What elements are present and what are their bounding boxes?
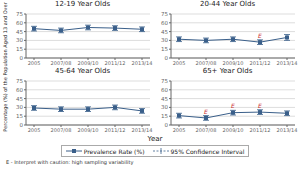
svg-text:2005: 2005 — [28, 60, 41, 66]
svg-text:2009/10: 2009/10 — [78, 127, 99, 133]
svg-text:75: 75 — [16, 78, 23, 84]
html-text:20-44 Year Olds: 20-44 Year Olds — [199, 0, 256, 8]
svg-text:2007/08: 2007/08 — [51, 127, 72, 133]
svg-text:2007/08: 2007/08 — [51, 60, 72, 66]
svg-text:2009/10: 2009/10 — [78, 60, 99, 66]
svg-text:Percentage (%) of the Populati: Percentage (%) of the Population Aged 13… — [8, 1, 9, 131]
svg-text:15: 15 — [16, 113, 23, 119]
svg-text:0: 0 — [20, 55, 24, 61]
html-text:45-64 Year Olds: 45-64 Year Olds — [54, 67, 111, 75]
html-text:Year: Year — [147, 135, 163, 143]
svg-text:E: E — [204, 108, 208, 115]
svg-text:2013/14: 2013/14 — [132, 127, 153, 133]
svg-text:2007/08: 2007/08 — [196, 60, 217, 66]
svg-text:2013/14: 2013/14 — [277, 127, 292, 133]
svg-text:E: E — [258, 102, 262, 109]
svg-text:2009/10: 2009/10 — [223, 60, 244, 66]
svg-text:30: 30 — [161, 104, 168, 110]
svg-text:60: 60 — [161, 20, 168, 26]
svg-text:45: 45 — [16, 29, 23, 35]
svg-text:45: 45 — [161, 96, 168, 102]
svg-text:60: 60 — [16, 87, 23, 93]
svg-text:E: E — [258, 32, 262, 39]
svg-text:2011/12: 2011/12 — [105, 60, 126, 66]
html-text:12-19 Year Olds: 12-19 Year Olds — [54, 0, 111, 8]
svg-text:75: 75 — [161, 11, 168, 17]
svg-text:60: 60 — [16, 20, 23, 26]
html-text:65+ Year Olds: 65+ Year Olds — [202, 67, 253, 75]
svg-text:2011/12: 2011/12 — [250, 127, 271, 133]
svg-text:2011/12: 2011/12 — [250, 60, 271, 66]
svg-text:E: E — [231, 102, 235, 109]
svg-text:2007/08: 2007/08 — [196, 127, 217, 133]
svg-text:2013/14: 2013/14 — [277, 60, 292, 66]
svg-text:45: 45 — [161, 29, 168, 35]
svg-text:15: 15 — [161, 113, 168, 119]
svg-text:2011/12: 2011/12 — [105, 127, 126, 133]
html-text:95% Confidence Interval: 95% Confidence Interval — [170, 147, 245, 155]
svg-text:2013/14: 2013/14 — [132, 60, 153, 66]
svg-text:15: 15 — [161, 46, 168, 52]
svg-text:0: 0 — [165, 55, 169, 61]
svg-text:45: 45 — [16, 96, 23, 102]
html-text:Prevalence Rate (%): Prevalence Rate (%) — [83, 147, 145, 155]
svg-text:2005: 2005 — [173, 60, 186, 66]
svg-text:2005: 2005 — [28, 127, 41, 133]
svg-text:2005: 2005 — [173, 127, 186, 133]
svg-text:0: 0 — [20, 122, 24, 128]
svg-text:60: 60 — [161, 87, 168, 93]
svg-text:75: 75 — [16, 11, 23, 17]
svg-text:0: 0 — [165, 122, 169, 128]
svg-text:30: 30 — [16, 37, 23, 43]
svg-text:15: 15 — [16, 46, 23, 52]
svg-text:30: 30 — [161, 37, 168, 43]
html-text:E - Interpret with caution: hi: E - Interpret with caution: high samplin… — [6, 159, 134, 165]
svg-text:75: 75 — [161, 78, 168, 84]
svg-text:30: 30 — [16, 104, 23, 110]
svg-text:2009/10: 2009/10 — [223, 127, 244, 133]
